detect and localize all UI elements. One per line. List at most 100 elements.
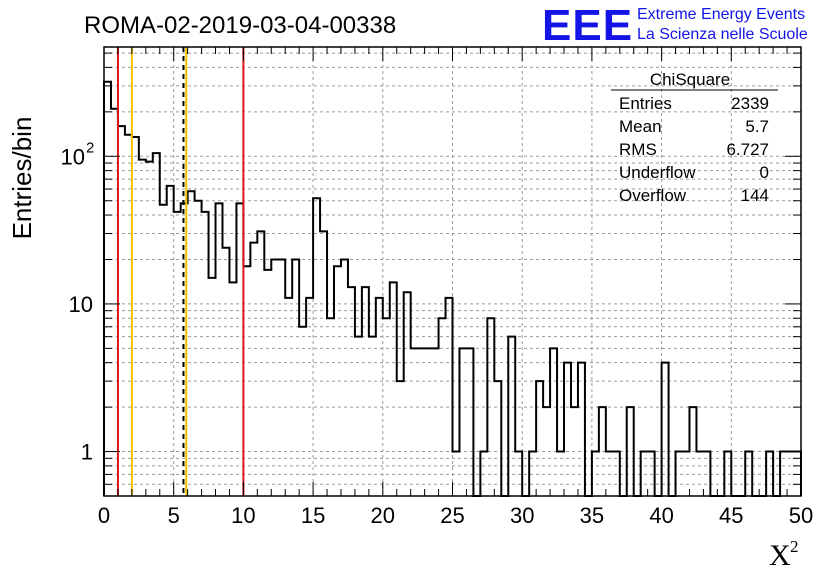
logo-line-2: La Scienza nelle Scuole xyxy=(637,26,808,43)
histogram-bin xyxy=(306,298,313,496)
histogram-bin xyxy=(676,452,683,496)
histogram-bin xyxy=(703,452,710,496)
histogram-bin xyxy=(104,82,111,496)
histogram-bin xyxy=(341,259,348,496)
histogram-bin xyxy=(132,137,139,496)
y-tick-label: 10 xyxy=(69,292,93,317)
stats-rows: Entries 2339 Mean 5.7 RMS 6.727 Underflow 0 Over… xyxy=(619,94,769,205)
histogram-bin xyxy=(285,298,292,496)
histogram-bin xyxy=(160,205,167,496)
y-tick-label-exponent: 2 xyxy=(86,139,94,156)
histogram-bin xyxy=(299,327,306,496)
histogram-bin xyxy=(536,381,543,496)
histogram-bin xyxy=(334,266,341,496)
x-tick-label: 20 xyxy=(371,503,395,528)
histogram-bin xyxy=(209,278,216,496)
histogram-bin xyxy=(153,153,160,496)
histogram-bin xyxy=(236,203,243,496)
histogram-bin xyxy=(195,201,202,496)
y-axis-label: Entries/bin xyxy=(7,117,37,240)
stats-value: 0 xyxy=(760,163,769,182)
histogram-bin xyxy=(278,259,285,496)
histogram-bin xyxy=(578,363,585,496)
histogram-bin xyxy=(432,348,439,496)
histogram-bin xyxy=(404,292,411,496)
stats-box: ChiSquare Entries 2339 Mean 5.7 RMS 6.727 Unde… xyxy=(611,70,778,205)
histogram-outline xyxy=(103,80,802,497)
histogram-bin xyxy=(564,363,571,496)
histogram-bin xyxy=(641,452,648,496)
histogram-bin xyxy=(480,452,487,496)
histogram-bin xyxy=(683,452,690,496)
histogram-bin xyxy=(355,337,362,496)
histogram-bin xyxy=(188,191,195,496)
histogram-bin xyxy=(543,407,550,496)
logo-line-1: Extreme Energy Events xyxy=(637,6,805,23)
x-tick-label: 15 xyxy=(301,503,325,528)
histogram-bin xyxy=(271,259,278,496)
vertical-markers xyxy=(116,47,245,496)
x-tick-label: 25 xyxy=(440,503,464,528)
histogram-bin xyxy=(216,203,223,496)
histogram-bin xyxy=(327,318,334,496)
x-tick-label: 0 xyxy=(98,503,110,528)
histogram-bin xyxy=(202,212,209,496)
stats-value: 5.7 xyxy=(745,117,769,136)
y-tick-label: 1 xyxy=(81,440,93,465)
histogram-bin xyxy=(250,243,257,496)
stats-label: Mean xyxy=(619,117,662,136)
histogram-bin xyxy=(592,452,599,496)
histogram-bin xyxy=(571,407,578,496)
eee-logo: EEE Extreme Energy Events La Scienza nel… xyxy=(542,1,808,50)
y-tick-label-base: 10 xyxy=(61,144,85,169)
histogram-bin xyxy=(146,162,153,496)
histogram-bin xyxy=(411,348,418,496)
histogram-bin xyxy=(439,318,446,496)
histogram-bin xyxy=(529,452,536,496)
histogram-bin xyxy=(222,248,229,496)
histogram-bin xyxy=(446,298,453,496)
stats-label: Underflow xyxy=(619,163,696,182)
histogram-bin xyxy=(557,452,564,496)
histogram-bin xyxy=(459,348,466,496)
histogram-bin xyxy=(264,270,271,496)
stats-value: 6.727 xyxy=(726,140,769,159)
x-tick-label: 35 xyxy=(580,503,604,528)
histogram-bin xyxy=(453,452,460,496)
histogram-bin xyxy=(139,160,146,496)
histogram-bin xyxy=(508,337,515,496)
histogram-bin xyxy=(369,337,376,496)
x-tick-label: 45 xyxy=(719,503,743,528)
histogram-bin xyxy=(167,186,174,496)
histogram-bin xyxy=(125,135,132,496)
x-axis-label: X 2 xyxy=(769,537,799,572)
histogram-bin xyxy=(724,452,731,496)
histogram-bin xyxy=(320,231,327,496)
stats-label: Entries xyxy=(619,94,672,113)
histogram-bin xyxy=(425,348,432,496)
histogram-bin xyxy=(787,452,794,496)
histogram-bin xyxy=(397,381,404,496)
histogram xyxy=(103,80,802,497)
x-tick-label: 30 xyxy=(510,503,534,528)
histogram-bin xyxy=(662,363,669,496)
histogram-bin xyxy=(243,266,250,496)
stats-label: Overflow xyxy=(619,186,687,205)
histogram-bin xyxy=(613,452,620,496)
histogram-bin xyxy=(376,298,383,496)
histogram-bin xyxy=(696,452,703,496)
histogram-bin xyxy=(627,407,634,496)
histogram-bin xyxy=(745,452,752,496)
histogram-bin xyxy=(487,318,494,496)
stats-title: ChiSquare xyxy=(650,70,730,89)
stats-value: 2339 xyxy=(731,94,769,113)
x-tick-label: 50 xyxy=(789,503,813,528)
histogram-bin xyxy=(418,348,425,496)
histogram-bin xyxy=(292,259,299,496)
histogram-bin xyxy=(766,452,773,496)
histogram-bin xyxy=(515,452,522,496)
histogram-bin xyxy=(494,381,501,496)
histogram-bin xyxy=(313,198,320,496)
